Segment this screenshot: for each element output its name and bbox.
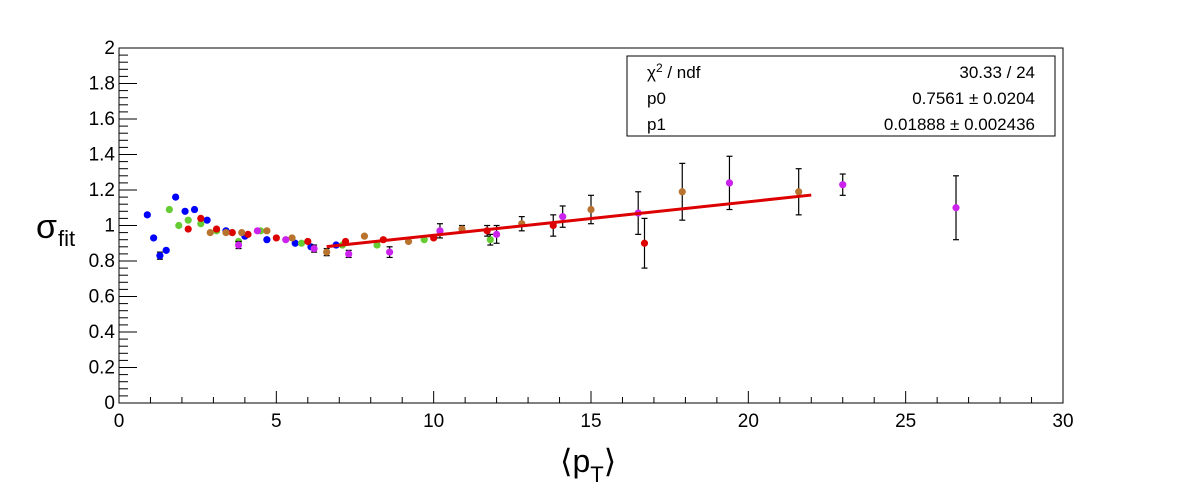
y-tick-label: 0.2 [89,358,115,379]
data-point [304,237,312,246]
data-point [323,248,331,256]
y-tick-label: 0.6 [89,287,115,308]
axis-ticks: 0 5 10 15 20 25 30 0 0.2 0.4 0.6 0.8 1 1.2 1.4 1.6 1.8 2 [89,38,1074,432]
y-tick-label: 0.4 [89,322,116,343]
data-point [386,248,394,256]
data-point [175,221,183,230]
data-point [184,216,192,224]
x-tick-label: 30 [1052,411,1073,432]
data-point [197,220,205,228]
data-point [263,227,271,235]
y-tick-label: 1.4 [89,145,116,166]
data-point [212,225,221,233]
data-point [197,214,205,222]
data-point [190,205,199,214]
y-tick-label: 1.8 [89,74,115,95]
data-point [952,204,960,212]
data-point [234,241,243,249]
data-point [839,181,847,189]
data-point [678,188,686,196]
y-tick-label: 2 [104,38,115,59]
stats-label-chi2: χ2 / ndf [647,61,701,82]
data-point [795,188,803,196]
stats-box: χ2 / ndf 30.33 / 24 p0 0.7561 ± 0.0204 p… [626,55,1056,137]
y-axis-title: σfit [36,208,75,251]
data-point [156,252,164,260]
data-point [282,236,290,244]
stats-value-p1: 0.01888 ± 0.002436 [884,115,1035,134]
y-tick-label: 1.2 [89,180,115,201]
data-point [404,237,413,246]
stats-value-chi2: 30.33 / 24 [959,63,1035,82]
data-point [162,246,170,254]
data-point [244,230,252,238]
data-point [272,234,280,242]
data-marks [143,155,960,269]
data-point [493,230,501,238]
x-tick-label: 10 [423,411,444,432]
data-point [263,236,271,244]
stats-label-p0: p0 [647,89,666,108]
data-point [206,229,214,237]
x-tick-label: 15 [580,411,601,432]
data-point [310,244,318,253]
data-point [203,216,211,224]
data-point [238,229,246,237]
y-tick-label: 1 [104,216,115,237]
data-point [297,239,306,247]
data-point [150,234,158,242]
x-tick-label: 0 [114,411,125,432]
stats-box-frame [626,55,1056,137]
data-point [373,241,381,249]
data-point [587,205,595,214]
data-point [253,227,262,235]
x-tick-label: 20 [738,411,759,432]
data-point [288,234,296,242]
data-point [184,225,192,233]
data-point [291,239,299,247]
data-point [559,213,567,221]
data-point [640,239,649,247]
data-point [143,211,151,219]
y-tick-label: 0 [104,393,115,414]
y-tick-label: 0.8 [89,251,115,272]
stats-label-p1: p1 [647,115,666,134]
data-point [486,236,494,244]
data-point [228,229,236,237]
x-tick-label: 5 [271,411,282,432]
x-tick-label: 25 [895,411,916,432]
stats-value-p0: 0.7561 ± 0.0204 [912,89,1035,108]
data-point [725,179,734,187]
data-point [181,207,189,215]
data-point [436,227,444,235]
data-point [360,232,369,240]
data-point [172,193,180,201]
fit-line [326,193,812,249]
data-point [222,229,230,237]
data-point [165,205,173,214]
x-axis-title: ⟨pT⟩ [560,443,616,487]
data-point [345,250,353,258]
y-tick-label: 1.6 [89,109,115,130]
